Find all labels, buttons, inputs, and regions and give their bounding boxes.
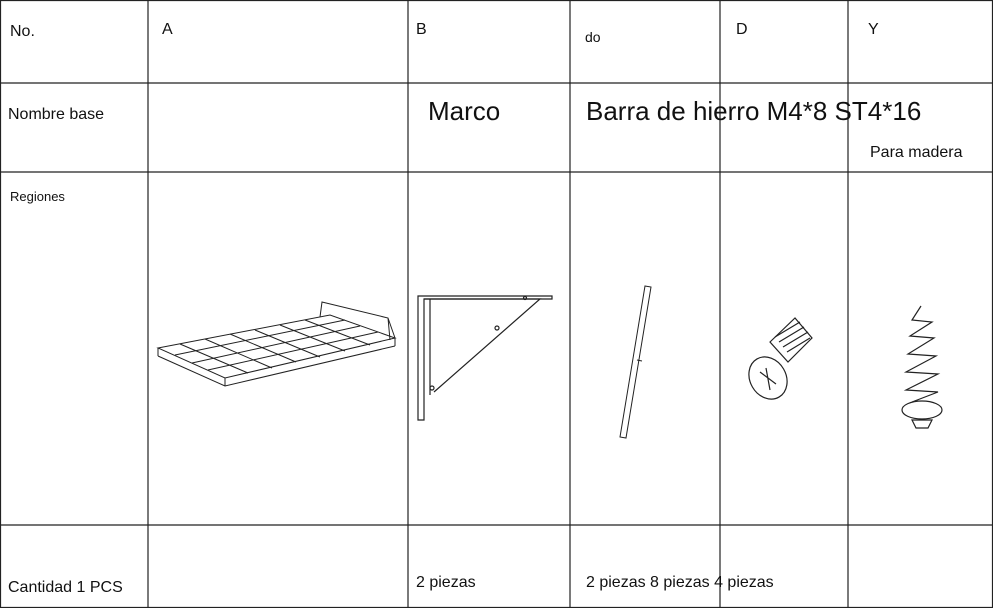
- header-cell: Y: [868, 21, 879, 38]
- screw-illustration: [901, 305, 943, 429]
- part-name: Barra de hierro M4*8 ST4*16: [586, 96, 922, 126]
- header-cell: B: [416, 21, 427, 38]
- bolt-illustration: [748, 317, 813, 400]
- quantity: 2 piezas 8 piezas 4 piezas: [586, 574, 774, 591]
- header-cell: D: [736, 21, 748, 38]
- bracket-illustration: [417, 295, 553, 421]
- shelf-illustration: [156, 301, 397, 387]
- row-label: Regiones: [10, 189, 65, 204]
- header-cell: do: [585, 29, 601, 45]
- part-note: Para madera: [870, 144, 963, 161]
- quantity: 2 piezas: [416, 574, 476, 591]
- header-cell: No.: [10, 23, 35, 40]
- part-name: Marco: [428, 96, 501, 126]
- header-cell: A: [162, 21, 173, 38]
- rod-illustration: [619, 285, 652, 439]
- row-label: Nombre base: [8, 106, 105, 123]
- row-label: Cantidad 1 PCS: [8, 579, 123, 596]
